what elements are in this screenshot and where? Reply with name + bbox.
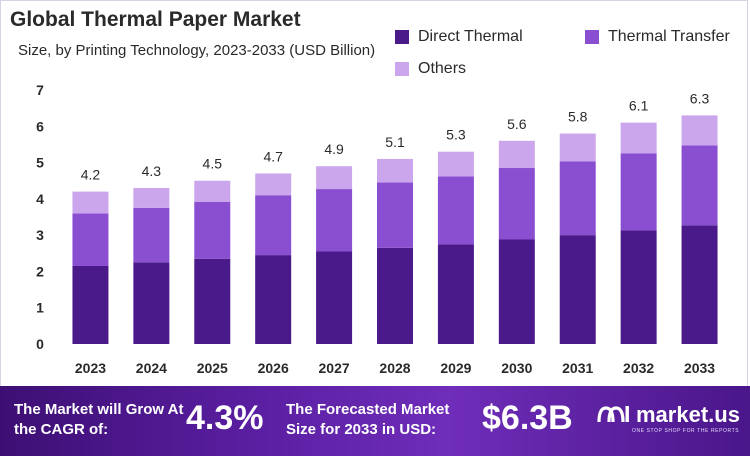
bar-segment-2026-others <box>255 173 292 196</box>
bar-segment-2033-thermal-transfer <box>681 145 718 226</box>
brand-tagline: ONE STOP SHOP FOR THE REPORTS <box>632 428 740 434</box>
bar-segment-2031-direct-thermal <box>559 235 596 344</box>
bar-segment-2024-others <box>133 187 170 208</box>
bar-segment-2028-thermal-transfer <box>377 182 413 248</box>
legend-item-thermal-transfer: Thermal Transfer <box>585 28 730 46</box>
y-tick-label: 0 <box>36 336 44 352</box>
footer-banner: The Market will Grow At the CAGR of: 4.3… <box>0 386 750 456</box>
y-tick-label: 6 <box>36 118 44 134</box>
x-tick-label: 2024 <box>136 360 167 376</box>
chart-legend: Direct Thermal Thermal Transfer Others <box>0 0 750 90</box>
bar-segment-2028-direct-thermal <box>377 247 413 344</box>
x-tick-label: 2030 <box>501 360 532 376</box>
x-tick-label: 2031 <box>562 360 593 376</box>
legend-label-direct-thermal: Direct Thermal <box>418 28 523 45</box>
forecast-value: $6.3B <box>482 399 573 437</box>
bar-segment-2028-others <box>377 158 413 183</box>
bar-segment-2025-others <box>194 180 231 202</box>
legend-swatch-direct-thermal <box>395 30 409 44</box>
bar-total-label: 5.6 <box>507 116 527 132</box>
chart-title: Global Thermal Paper Market <box>10 8 301 31</box>
bar-total-label: 5.1 <box>385 134 405 150</box>
y-tick-label: 5 <box>36 155 44 171</box>
bar-segment-2032-others <box>620 122 657 154</box>
bar-segment-2023-others <box>72 191 109 214</box>
brand-name: market.us <box>636 402 740 427</box>
bar-segment-2023-thermal-transfer <box>72 213 109 266</box>
forecast-label: The Forecasted Market Size for 2033 in U… <box>286 401 450 438</box>
bar-segment-2027-direct-thermal <box>316 251 353 344</box>
legend-swatch-thermal-transfer <box>585 30 599 44</box>
bar-segment-2027-others <box>316 166 353 190</box>
bar-segment-2026-thermal-transfer <box>255 195 292 256</box>
bar-segment-2033-others <box>681 115 718 146</box>
legend-item-direct-thermal: Direct Thermal <box>395 28 523 46</box>
bar-segment-2023-direct-thermal <box>72 265 109 344</box>
brand-logo: market.us <box>596 402 740 428</box>
x-tick-label: 2026 <box>258 360 289 376</box>
x-tick-label: 2032 <box>623 360 654 376</box>
cagr-label: The Market will Grow At the CAGR of: <box>14 401 184 438</box>
bar-segment-2030-others <box>498 140 535 169</box>
bar-segment-2026-direct-thermal <box>255 255 292 344</box>
x-tick-label: 2033 <box>684 360 715 376</box>
stacked-bar-chart: 0 1 2 3 4 5 6 7 4.2 2023 4.3 2024 4.5 2025 4.7 2026 4.9 2… <box>36 82 718 376</box>
bar-segment-2031-others <box>559 133 596 162</box>
legend-swatch-others <box>395 62 409 76</box>
bar-segment-2024-direct-thermal <box>133 262 170 344</box>
bar-total-label: 6.1 <box>629 98 649 114</box>
bar-total-label: 5.3 <box>446 127 466 143</box>
legend-item-others: Others <box>395 60 466 78</box>
cagr-value: 4.3% <box>186 399 264 437</box>
x-tick-label: 2029 <box>440 360 471 376</box>
bar-total-label: 4.7 <box>263 148 283 164</box>
x-tick-label: 2025 <box>197 360 228 376</box>
bar-segment-2033-direct-thermal <box>681 225 718 344</box>
y-tick-label: 7 <box>36 82 44 98</box>
x-tick-label: 2023 <box>75 360 106 376</box>
bar-segment-2029-thermal-transfer <box>437 176 474 245</box>
bar-segment-2025-thermal-transfer <box>194 201 231 259</box>
y-tick-label: 1 <box>36 300 44 316</box>
bar-segment-2030-thermal-transfer <box>498 168 535 240</box>
x-tick-label: 2028 <box>379 360 410 376</box>
bar-segment-2029-others <box>437 151 474 177</box>
y-tick-label: 4 <box>36 191 44 207</box>
x-tick-label: 2027 <box>319 360 350 376</box>
bar-total-label: 5.8 <box>568 109 588 125</box>
bar-segment-2025-direct-thermal <box>194 258 231 344</box>
bar-total-label: 4.9 <box>324 141 344 157</box>
bar-segment-2027-thermal-transfer <box>316 189 353 252</box>
bar-segment-2024-thermal-transfer <box>133 207 170 263</box>
bar-total-label: 4.2 <box>81 167 101 183</box>
bar-total-label: 6.3 <box>690 90 710 106</box>
chart-subtitle: Size, by Printing Technology, 2023-2033 … <box>18 42 376 59</box>
bar-total-label: 4.5 <box>203 156 223 172</box>
legend-label-others: Others <box>418 60 467 77</box>
y-tick-label: 3 <box>36 227 44 243</box>
bar-segment-2032-thermal-transfer <box>620 153 657 231</box>
bar-segment-2029-direct-thermal <box>437 244 474 344</box>
y-tick-label: 2 <box>36 263 44 279</box>
bar-segment-2032-direct-thermal <box>620 230 657 344</box>
bar-segment-2030-direct-thermal <box>498 239 535 344</box>
bar-segment-2031-thermal-transfer <box>559 161 596 236</box>
market-us-logo-icon <box>597 406 629 423</box>
legend-label-thermal-transfer: Thermal Transfer <box>608 28 730 45</box>
bar-total-label: 4.3 <box>142 163 162 179</box>
